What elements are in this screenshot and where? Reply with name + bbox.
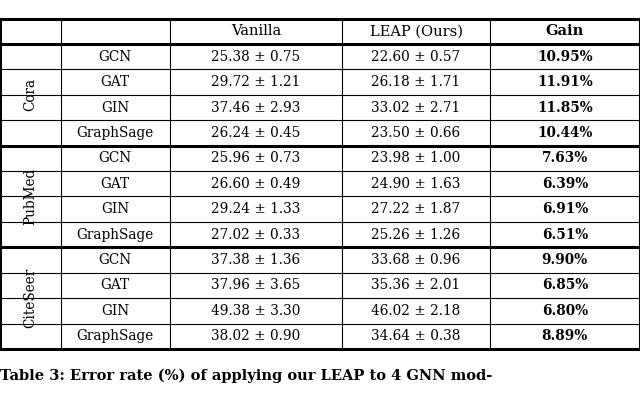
Text: 37.46 ± 2.93: 37.46 ± 2.93: [211, 100, 301, 114]
Text: CiteSeer: CiteSeer: [24, 268, 37, 328]
Text: GraphSage: GraphSage: [77, 228, 154, 242]
Text: 23.50 ± 0.66: 23.50 ± 0.66: [371, 126, 461, 140]
Text: 25.38 ± 0.75: 25.38 ± 0.75: [211, 50, 301, 64]
Text: GIN: GIN: [101, 304, 129, 318]
Text: GraphSage: GraphSage: [77, 329, 154, 343]
Text: Table 3: Error rate (%) of applying our LEAP to 4 GNN mod-: Table 3: Error rate (%) of applying our …: [0, 369, 492, 383]
Text: GAT: GAT: [100, 75, 130, 89]
Text: Gain: Gain: [546, 24, 584, 38]
Text: 49.38 ± 3.30: 49.38 ± 3.30: [211, 304, 301, 318]
Text: 29.24 ± 1.33: 29.24 ± 1.33: [211, 202, 301, 216]
Text: 35.36 ± 2.01: 35.36 ± 2.01: [371, 278, 461, 292]
Text: GCN: GCN: [99, 50, 132, 64]
Text: 37.96 ± 3.65: 37.96 ± 3.65: [211, 278, 301, 292]
Text: PubMed: PubMed: [24, 168, 37, 225]
Text: 27.02 ± 0.33: 27.02 ± 0.33: [211, 228, 301, 242]
Text: 25.96 ± 0.73: 25.96 ± 0.73: [211, 152, 301, 165]
Text: 9.90%: 9.90%: [541, 253, 588, 267]
Text: 6.80%: 6.80%: [541, 304, 588, 318]
Text: 11.85%: 11.85%: [537, 100, 593, 114]
Text: 6.51%: 6.51%: [541, 228, 588, 242]
Text: GCN: GCN: [99, 253, 132, 267]
Text: 10.95%: 10.95%: [537, 50, 593, 64]
Text: 26.18 ± 1.71: 26.18 ± 1.71: [371, 75, 461, 89]
Text: 11.91%: 11.91%: [537, 75, 593, 89]
Text: 10.44%: 10.44%: [537, 126, 593, 140]
Text: 8.89%: 8.89%: [541, 329, 588, 343]
Text: 22.60 ± 0.57: 22.60 ± 0.57: [371, 50, 461, 64]
Text: 34.64 ± 0.38: 34.64 ± 0.38: [371, 329, 461, 343]
Text: GAT: GAT: [100, 278, 130, 292]
Text: 29.72 ± 1.21: 29.72 ± 1.21: [211, 75, 301, 89]
Text: 46.02 ± 2.18: 46.02 ± 2.18: [371, 304, 461, 318]
Text: 6.85%: 6.85%: [541, 278, 588, 292]
Text: 37.38 ± 1.36: 37.38 ± 1.36: [211, 253, 301, 267]
Text: 33.02 ± 2.71: 33.02 ± 2.71: [371, 100, 461, 114]
Text: LEAP (Ours): LEAP (Ours): [369, 24, 463, 38]
Text: 27.22 ± 1.87: 27.22 ± 1.87: [371, 202, 461, 216]
Text: 23.98 ± 1.00: 23.98 ± 1.00: [371, 152, 461, 165]
Text: GIN: GIN: [101, 202, 129, 216]
Text: 26.24 ± 0.45: 26.24 ± 0.45: [211, 126, 301, 140]
Text: Vanilla: Vanilla: [231, 24, 281, 38]
Text: Cora: Cora: [24, 78, 37, 112]
Text: 33.68 ± 0.96: 33.68 ± 0.96: [371, 253, 461, 267]
Text: GraphSage: GraphSage: [77, 126, 154, 140]
Text: 26.60 ± 0.49: 26.60 ± 0.49: [211, 177, 301, 191]
Text: 7.63%: 7.63%: [541, 152, 588, 165]
Text: 25.26 ± 1.26: 25.26 ± 1.26: [371, 228, 461, 242]
Text: 6.39%: 6.39%: [541, 177, 588, 191]
Text: GCN: GCN: [99, 152, 132, 165]
Text: 6.91%: 6.91%: [541, 202, 588, 216]
Text: GIN: GIN: [101, 100, 129, 114]
Text: 38.02 ± 0.90: 38.02 ± 0.90: [211, 329, 301, 343]
Text: 24.90 ± 1.63: 24.90 ± 1.63: [371, 177, 461, 191]
Text: GAT: GAT: [100, 177, 130, 191]
